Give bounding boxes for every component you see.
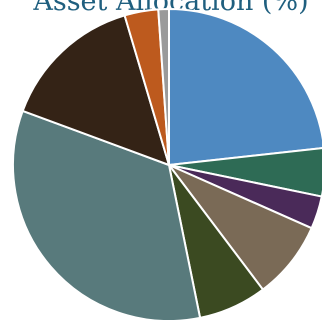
pie-slice-1 [168, 8, 322, 166]
pie-slice-6 [12, 109, 202, 320]
pie-slice-9 [157, 7, 170, 166]
pie-slices [12, 7, 322, 320]
pie-slice-7 [21, 14, 170, 166]
